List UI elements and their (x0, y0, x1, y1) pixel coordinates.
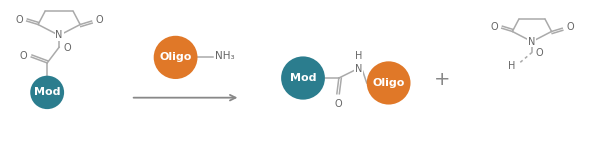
Text: N: N (528, 37, 536, 47)
Text: H: H (508, 61, 515, 71)
Text: O: O (96, 15, 103, 25)
Text: N: N (55, 30, 63, 40)
Text: O: O (15, 15, 23, 25)
Circle shape (30, 76, 64, 109)
Text: O: O (63, 43, 71, 53)
Circle shape (367, 61, 410, 105)
Text: Oligo: Oligo (373, 78, 405, 88)
Text: O: O (334, 99, 342, 109)
Text: N: N (355, 64, 362, 74)
Text: H: H (355, 51, 362, 61)
Text: +: + (434, 70, 451, 90)
Text: O: O (490, 22, 498, 32)
Circle shape (153, 36, 197, 79)
Circle shape (281, 56, 325, 100)
Text: O: O (566, 22, 574, 32)
Text: O: O (19, 51, 27, 61)
Text: Mod: Mod (290, 73, 316, 83)
Text: O: O (536, 48, 544, 58)
Text: NH₃: NH₃ (216, 51, 235, 61)
Text: Oligo: Oligo (160, 52, 192, 62)
Text: Mod: Mod (34, 87, 60, 97)
